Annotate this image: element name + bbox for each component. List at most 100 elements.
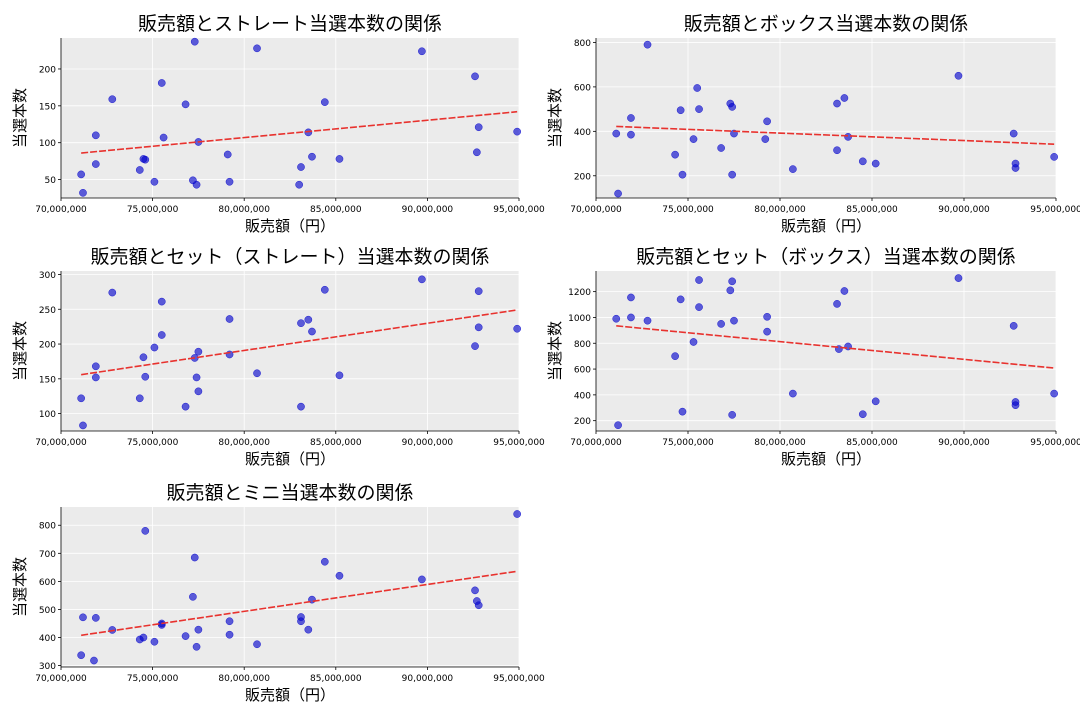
x-axis-label: 販売額（円） <box>245 686 335 704</box>
data-point <box>297 402 305 411</box>
x-tick-label: 85,000,000 <box>310 205 362 215</box>
y-tick-label: 500 <box>39 606 56 616</box>
data-point <box>614 189 622 198</box>
x-tick-label: 80,000,000 <box>754 438 806 448</box>
x-tick-label: 95,000,000 <box>1030 205 1080 215</box>
data-point <box>139 633 148 642</box>
x-tick-label: 85,000,000 <box>846 205 898 215</box>
data-point <box>135 166 144 174</box>
data-point <box>474 323 483 332</box>
data-point <box>833 99 841 108</box>
data-point <box>728 411 737 419</box>
plot-area <box>61 507 519 667</box>
x-tick-label: 80,000,000 <box>754 205 806 215</box>
y-tick-label: 200 <box>574 417 591 427</box>
data-point <box>418 47 426 56</box>
data-point <box>91 131 100 140</box>
x-tick-label: 90,000,000 <box>938 205 990 215</box>
plot-area <box>61 271 519 431</box>
x-tick-label: 90,000,000 <box>402 674 454 684</box>
y-axis-label: 当選本数 <box>11 321 29 381</box>
data-point <box>157 331 166 339</box>
data-point <box>678 170 687 179</box>
trend-line <box>616 325 1055 369</box>
data-point <box>671 352 679 361</box>
data-point <box>91 373 100 382</box>
y-tick-label: 800 <box>39 522 56 532</box>
y-tick-label: 200 <box>39 341 56 351</box>
data-point <box>181 632 190 640</box>
y-tick-label: 250 <box>39 306 56 316</box>
data-point <box>253 369 261 378</box>
data-point <box>189 592 197 601</box>
data-point <box>474 287 483 296</box>
data-point <box>225 315 234 323</box>
data-point <box>763 327 771 336</box>
data-point <box>643 316 652 325</box>
chart-title: 販売額とミニ当選本数の関係 <box>166 482 413 504</box>
x-tick-label: 70,000,000 <box>570 205 622 215</box>
data-point <box>627 130 635 139</box>
data-point <box>77 394 86 403</box>
data-point <box>627 114 635 122</box>
x-tick-label: 90,000,000 <box>402 438 454 448</box>
data-point <box>157 79 166 87</box>
data-point <box>141 527 150 535</box>
data-point <box>91 614 100 622</box>
x-tick-label: 95,000,000 <box>493 205 545 215</box>
chart-panel-3: 70,000,000 75,000,000 80,000,000 85,000,000… <box>11 246 545 468</box>
y-tick-label: 600 <box>39 578 56 588</box>
data-point <box>717 320 725 328</box>
data-point <box>1009 321 1018 330</box>
data-point <box>91 160 100 168</box>
data-point <box>304 315 313 324</box>
data-point <box>181 402 190 411</box>
data-point <box>335 155 344 163</box>
data-point <box>1011 398 1020 406</box>
data-point <box>954 71 963 80</box>
data-point <box>297 163 305 171</box>
data-point <box>192 373 201 382</box>
data-point <box>954 274 963 282</box>
data-point <box>157 297 166 306</box>
data-point <box>77 170 86 179</box>
data-point <box>1009 129 1018 138</box>
data-point <box>159 133 168 142</box>
data-point <box>871 159 880 168</box>
x-tick-label: 95,000,000 <box>493 674 545 684</box>
x-tick-label: 80,000,000 <box>218 205 270 215</box>
data-point <box>77 651 86 660</box>
data-point <box>643 40 652 49</box>
y-tick-label: 200 <box>39 65 56 75</box>
data-point <box>513 510 522 518</box>
x-tick-label: 85,000,000 <box>310 674 362 684</box>
data-point <box>614 421 622 430</box>
y-tick-label: 1200 <box>568 288 591 298</box>
data-point <box>871 397 880 406</box>
data-point <box>150 637 159 646</box>
data-point <box>833 146 841 155</box>
x-tick-label: 85,000,000 <box>846 438 898 448</box>
y-tick-label: 400 <box>574 391 591 401</box>
x-tick-label: 85,000,000 <box>310 438 362 448</box>
data-point <box>335 371 344 380</box>
chart-title: 販売額とセット（ストレート）当選本数の関係 <box>90 246 489 268</box>
data-point <box>513 127 522 136</box>
data-point <box>726 286 735 295</box>
data-point <box>150 177 159 186</box>
data-point <box>1050 389 1059 398</box>
data-point <box>190 553 199 562</box>
y-tick-label: 800 <box>574 340 591 350</box>
y-tick-label: 700 <box>39 550 56 560</box>
plot-area <box>596 271 1056 431</box>
data-point <box>627 313 635 322</box>
data-point <box>194 347 203 356</box>
data-point <box>192 180 201 189</box>
y-tick-label: 400 <box>39 634 56 644</box>
data-point <box>761 135 770 143</box>
y-tick-label: 100 <box>39 410 56 420</box>
data-point <box>418 275 426 284</box>
data-point <box>695 276 703 284</box>
data-point <box>253 44 261 53</box>
y-tick-label: 600 <box>574 366 591 376</box>
